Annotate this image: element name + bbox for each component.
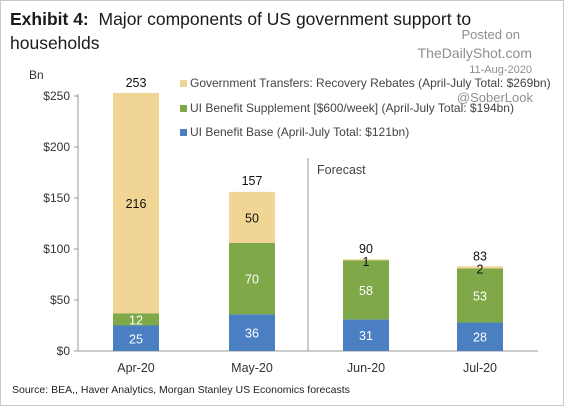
watermark-date: 11-Aug-2020	[469, 64, 532, 76]
title-line-1: Major components of US government suppor…	[98, 9, 472, 29]
total-label: 253	[126, 76, 147, 90]
y-tick-label: $150	[43, 191, 70, 205]
data-label: 50	[245, 211, 259, 225]
legend-label: UI Benefit Supplement [$600/week] (April…	[190, 101, 514, 115]
bar-segment	[457, 322, 503, 351]
legend-swatch	[180, 129, 187, 136]
bar-segment	[457, 268, 503, 323]
bar-segment	[343, 319, 389, 351]
bar-segment	[229, 191, 275, 243]
x-tick-label: May-20	[231, 361, 273, 375]
bar-segment	[457, 266, 503, 269]
legend-label: UI Benefit Base (April-July Total: $121b…	[190, 125, 409, 139]
total-label: 157	[242, 174, 263, 188]
watermark-site: TheDailyShot.com	[417, 45, 532, 61]
total-label: 83	[473, 249, 487, 263]
forecast-label: Forecast	[317, 163, 366, 177]
data-label: 53	[473, 289, 487, 303]
y-axis-unit-label: Bn	[29, 68, 44, 82]
watermark-handle: @SoberLook	[456, 90, 533, 105]
bar-segment	[113, 313, 159, 326]
watermark-posted-on: Posted on	[461, 27, 520, 42]
data-label: 1	[363, 255, 370, 269]
chart-title: Exhibit 4: Major components of US govern…	[10, 7, 471, 55]
x-tick-label: Jun-20	[347, 361, 385, 375]
legend-label: Government Transfers: Recovery Rebates (…	[190, 76, 551, 90]
y-tick-label: $250	[43, 89, 70, 103]
source-note: Source: BEA,, Haver Analytics, Morgan St…	[12, 384, 350, 396]
bar-segment	[343, 259, 389, 261]
data-label: 36	[245, 327, 259, 341]
bar-segment	[229, 314, 275, 351]
data-label: 28	[473, 331, 487, 345]
y-tick-label: $50	[50, 293, 70, 307]
bar-segment	[343, 260, 389, 320]
data-label: 31	[359, 329, 373, 343]
y-tick-label: $100	[43, 242, 70, 256]
data-label: 58	[359, 284, 373, 298]
data-label: 25	[129, 332, 143, 346]
bar-segment	[113, 92, 159, 314]
data-label: 70	[245, 273, 259, 287]
data-label: 2	[477, 262, 484, 276]
exhibit-label: Exhibit 4:	[10, 9, 89, 29]
x-tick-label: Apr-20	[117, 361, 155, 375]
bar-segment	[229, 242, 275, 315]
data-label: 216	[126, 197, 147, 211]
legend-swatch	[180, 80, 187, 87]
x-tick-label: Jul-20	[463, 361, 497, 375]
legend-swatch	[180, 105, 187, 112]
total-label: 90	[359, 242, 373, 256]
title-line-2: households	[10, 33, 100, 53]
data-label: 12	[129, 313, 143, 327]
bar-segment	[113, 325, 159, 351]
y-tick-label: $0	[57, 344, 71, 358]
y-tick-label: $200	[43, 140, 70, 154]
